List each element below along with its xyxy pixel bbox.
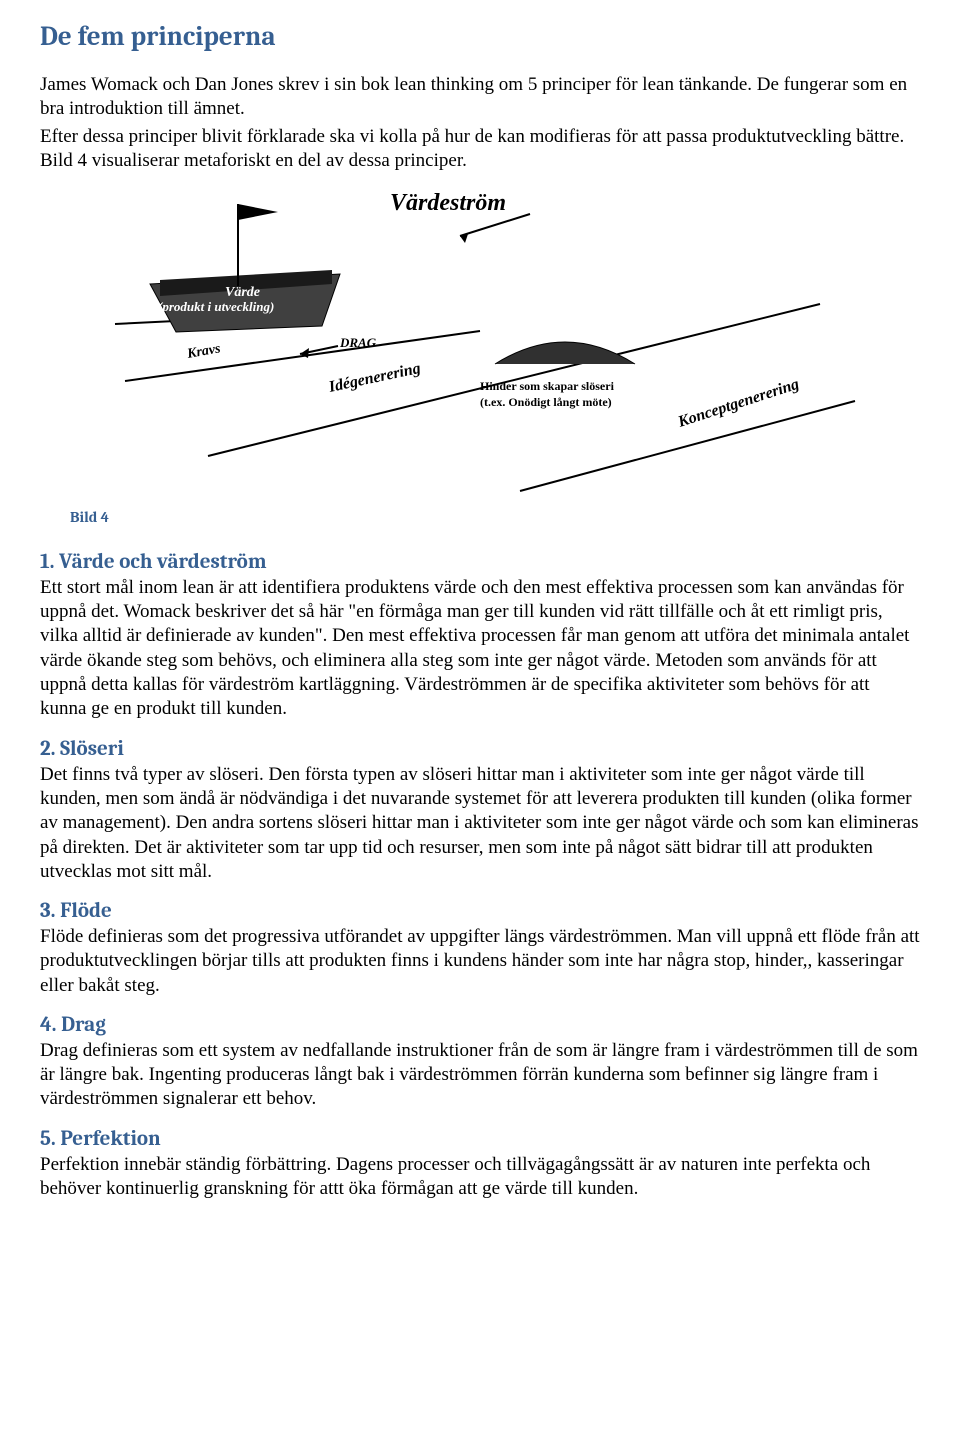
figure-caption: Bild 4 bbox=[70, 508, 920, 527]
section-body-1: Ett stort mål inom lean är att identifie… bbox=[40, 576, 920, 722]
svg-text:(t.ex. Onödigt långt möte): (t.ex. Onödigt långt möte) bbox=[480, 395, 612, 409]
svg-text:Konceptgenerering: Konceptgenerering bbox=[675, 375, 801, 430]
svg-text:DRAG: DRAG bbox=[339, 335, 377, 350]
svg-text:Hinder som skapar slöseri: Hinder som skapar slöseri bbox=[480, 379, 615, 393]
sections-container: 1. Värde och värdeströmEtt stort mål ino… bbox=[40, 549, 920, 1201]
section-heading-3: 3. Flöde bbox=[40, 898, 920, 925]
figure-vardestrom: Värdeström Värde(produkt i utveckling) Kra… bbox=[40, 186, 860, 506]
svg-text:(produkt i utveckling): (produkt i utveckling) bbox=[158, 299, 274, 314]
intro-paragraph-1: James Womack och Dan Jones skrev i sin b… bbox=[40, 73, 920, 122]
svg-text:Idégenerering: Idégenerering bbox=[326, 360, 422, 396]
section-body-4: Drag definieras som ett system av nedfal… bbox=[40, 1039, 920, 1112]
svg-text:Kravs: Kravs bbox=[185, 341, 222, 362]
section-body-3: Flöde definieras som det progressiva utf… bbox=[40, 925, 920, 998]
svg-text:Värde: Värde bbox=[225, 285, 260, 300]
section-heading-5: 5. Perfektion bbox=[40, 1126, 920, 1153]
figure-svg: Värdeström Värde(produkt i utveckling) Kra… bbox=[40, 186, 860, 506]
section-body-5: Perfektion innebär ständig förbättring. … bbox=[40, 1153, 920, 1202]
intro-paragraph-2: Efter dessa principer blivit förklarade … bbox=[40, 125, 920, 174]
section-heading-2: 2. Slöseri bbox=[40, 736, 920, 763]
page-title: De fem principerna bbox=[40, 20, 920, 55]
section-heading-4: 4. Drag bbox=[40, 1012, 920, 1039]
section-body-2: Det finns två typer av slöseri. Den förs… bbox=[40, 763, 920, 885]
section-heading-1: 1. Värde och värdeström bbox=[40, 549, 920, 576]
svg-text:Värdeström: Värdeström bbox=[390, 190, 506, 216]
